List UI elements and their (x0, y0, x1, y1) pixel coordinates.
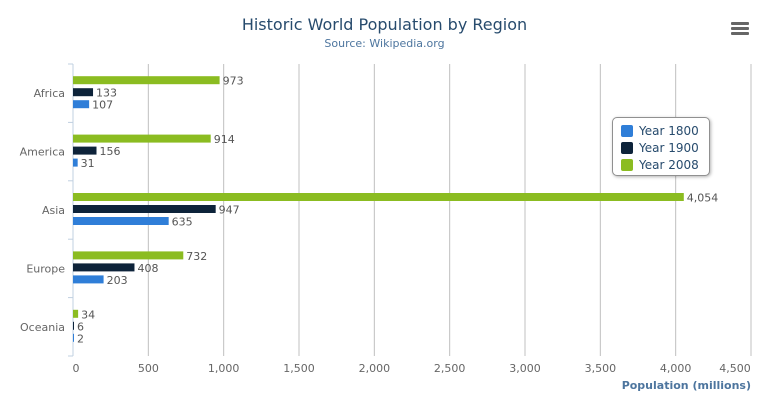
data-label: 31 (81, 157, 95, 170)
legend: Year 1800 Year 1900 Year 2008 (612, 117, 710, 176)
data-label: 973 (223, 75, 244, 88)
legend-item-1900[interactable]: Year 1900 (621, 141, 699, 155)
data-label: 6 (77, 320, 84, 333)
bar (73, 134, 211, 143)
x-tick-label: 2,500 (434, 362, 466, 375)
legend-swatch (621, 159, 633, 171)
bar (73, 193, 684, 201)
x-tick-label: 3,500 (585, 362, 617, 375)
bar (73, 263, 135, 272)
bar (73, 100, 90, 109)
x-tick-label: 500 (138, 362, 159, 375)
x-tick-label: 1,000 (208, 362, 240, 375)
bar (73, 321, 74, 330)
bar (73, 205, 216, 213)
menu-icon[interactable] (731, 22, 749, 36)
data-label: 203 (107, 274, 128, 287)
bar (73, 275, 104, 284)
x-tick-label: 0 (73, 362, 80, 375)
legend-item-2008[interactable]: Year 2008 (621, 158, 699, 172)
bar (73, 146, 97, 155)
legend-label: Year 1900 (639, 141, 699, 155)
bar (73, 217, 169, 225)
legend-label: Year 1800 (639, 124, 699, 138)
chart-subtitle: Source: Wikipedia.org (324, 37, 445, 50)
data-label: 4,054 (687, 192, 719, 205)
x-axis-title: Population (millions) (622, 379, 751, 392)
data-label: 914 (214, 133, 235, 146)
data-label: 947 (219, 204, 240, 217)
category-label: Oceania (20, 321, 65, 334)
legend-swatch (621, 125, 633, 137)
category-label: Asia (42, 204, 65, 217)
legend-item-1800[interactable]: Year 1800 (621, 124, 699, 138)
data-label: 2 (77, 332, 84, 345)
legend-label: Year 2008 (639, 158, 699, 172)
bar (73, 158, 78, 167)
x-tick-label: 2,000 (359, 362, 391, 375)
category-label: Europe (26, 262, 65, 275)
x-tick-label: 4,500 (719, 362, 751, 375)
legend-swatch (621, 142, 633, 154)
x-tick-label: 4,000 (660, 362, 692, 375)
bar (73, 251, 184, 260)
data-label: 133 (96, 87, 117, 100)
bar (73, 309, 79, 318)
bar (73, 333, 74, 342)
data-label: 156 (100, 145, 121, 158)
data-label: 732 (186, 250, 207, 263)
x-tick-label: 1,500 (283, 362, 315, 375)
bar (73, 88, 94, 97)
data-label: 408 (137, 262, 158, 275)
category-label: America (20, 146, 65, 159)
data-label: 635 (172, 216, 193, 229)
chart-title: Historic World Population by Region (241, 15, 528, 34)
x-tick-label: 3,000 (509, 362, 541, 375)
category-label: Africa (34, 87, 65, 100)
bar (73, 76, 220, 85)
data-label: 107 (92, 99, 113, 112)
data-label: 34 (81, 308, 95, 321)
